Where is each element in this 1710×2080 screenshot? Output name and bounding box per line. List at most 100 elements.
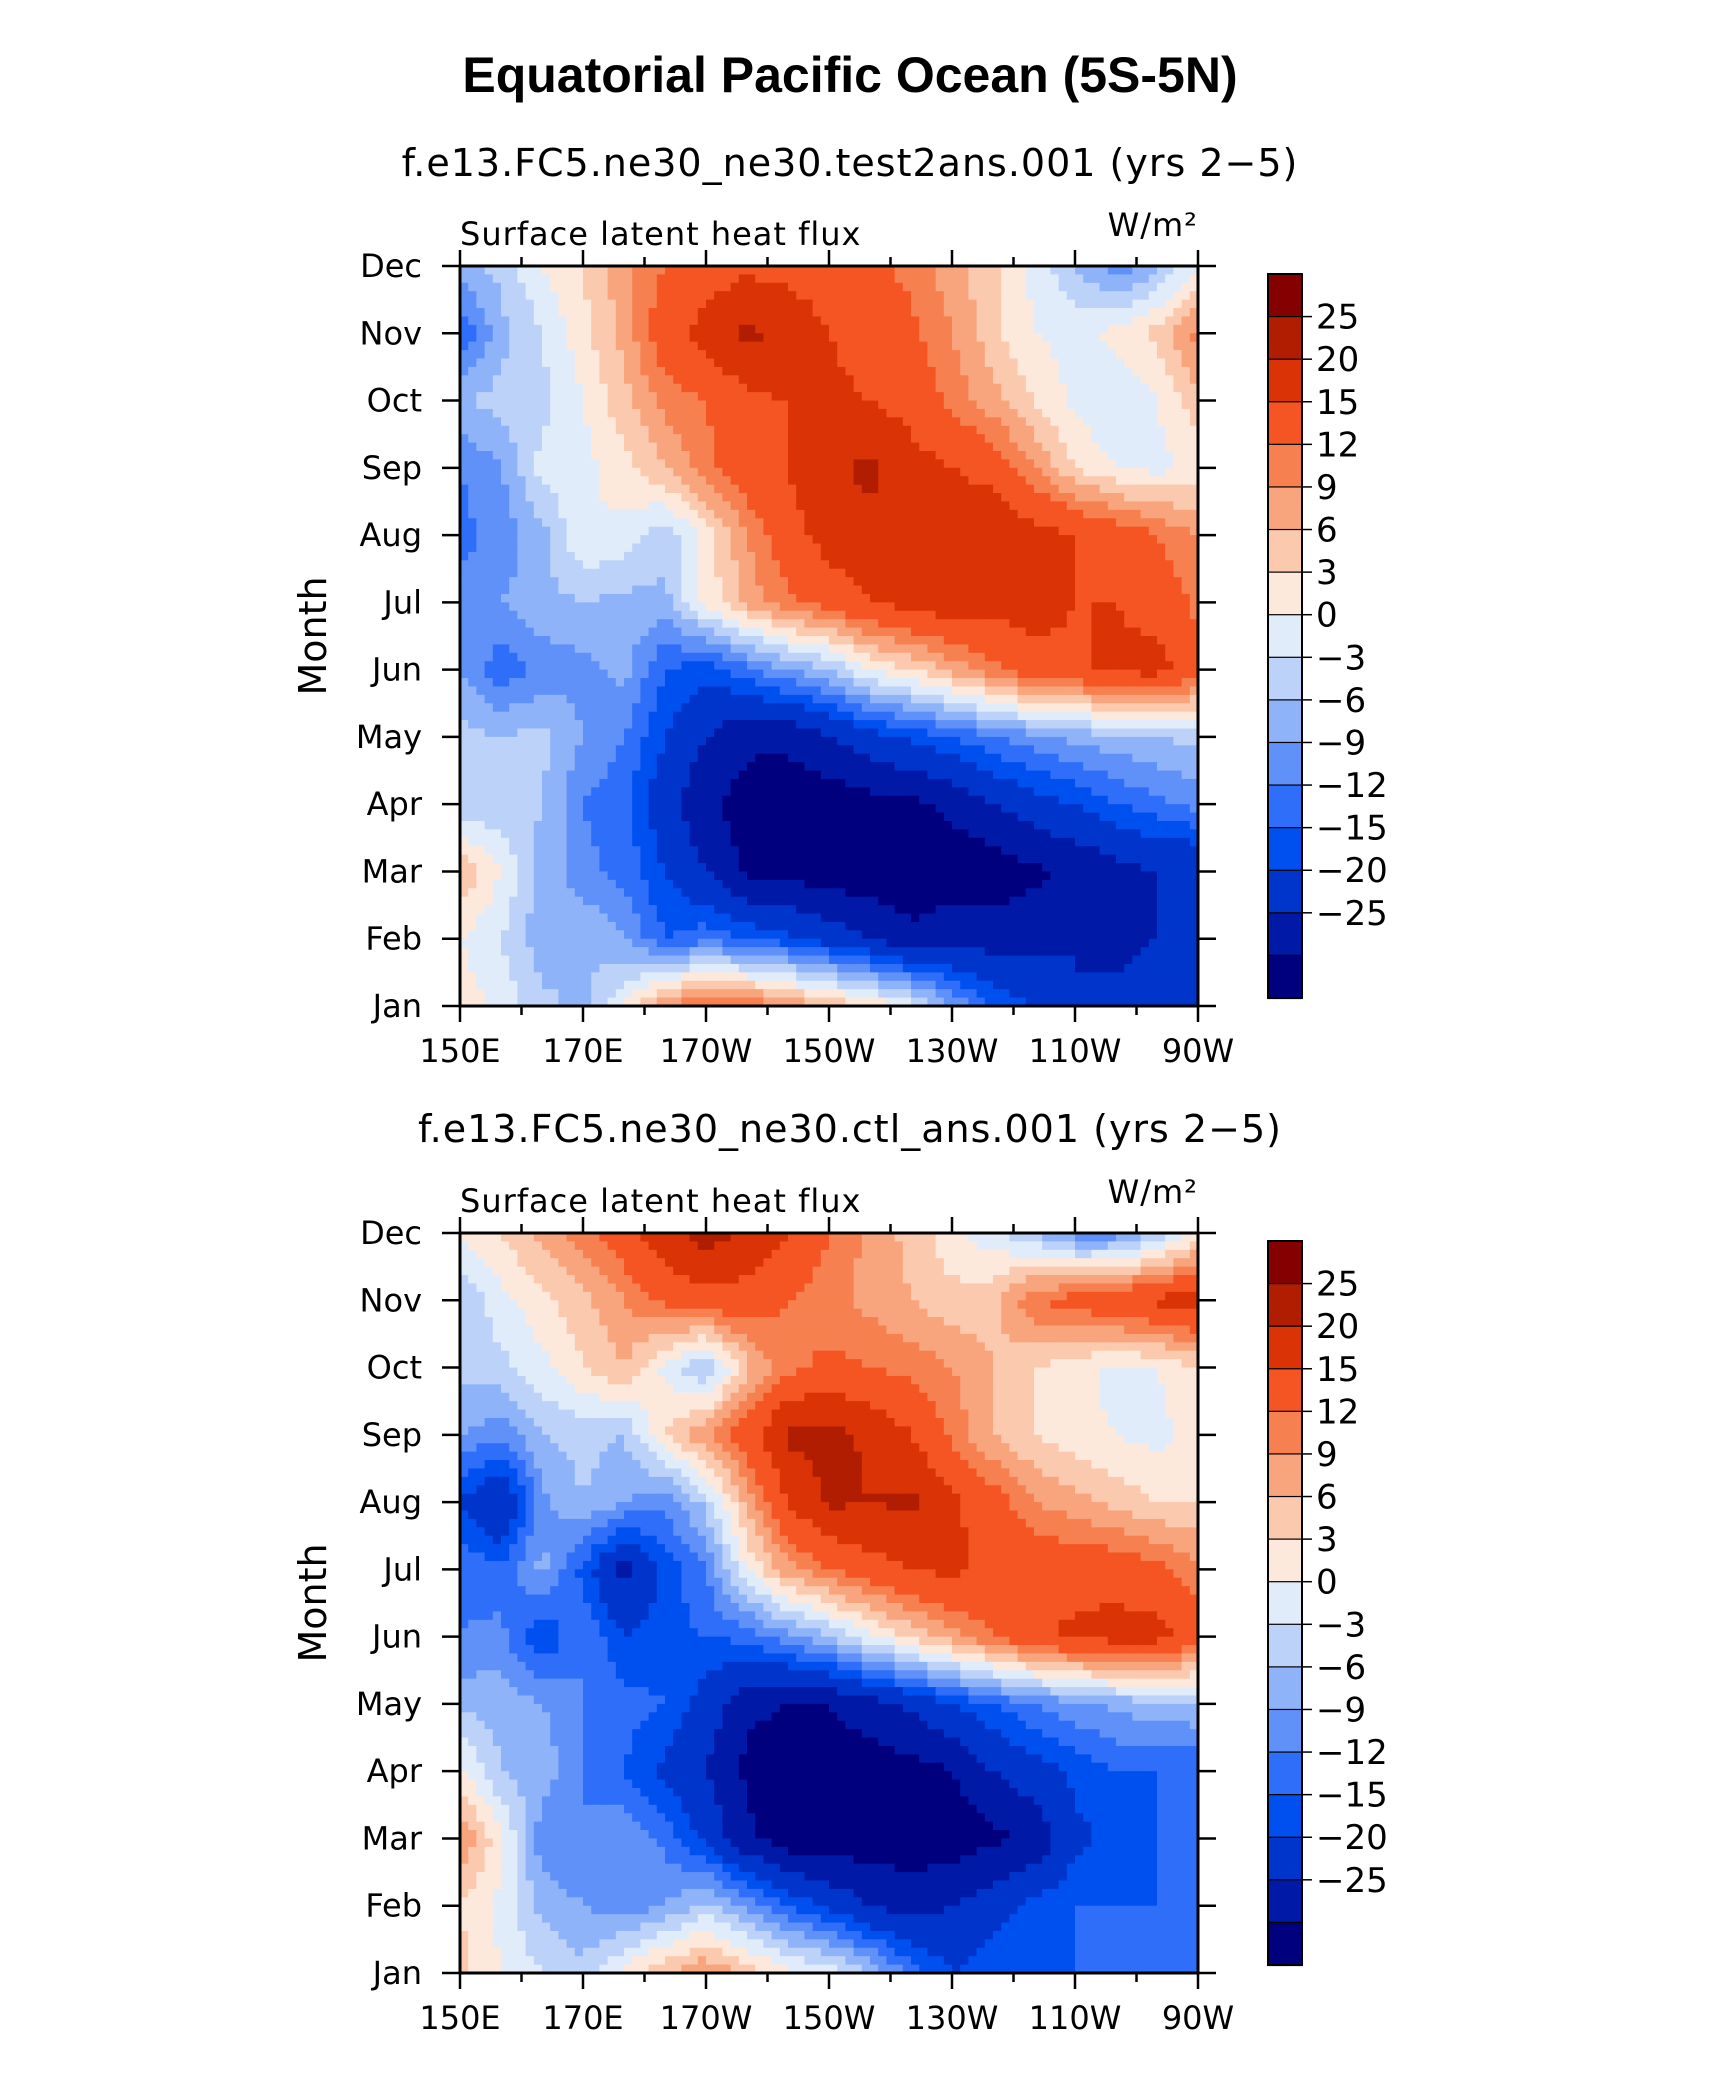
- heatmap-cell: [616, 594, 625, 603]
- heatmap-cell: [1173, 544, 1182, 553]
- heatmap-cell: [1108, 510, 1117, 519]
- heatmap-cell: [895, 434, 904, 443]
- heatmap-cell: [468, 392, 477, 401]
- heatmap-cell: [763, 468, 772, 477]
- heatmap-cell: [493, 426, 502, 435]
- heatmap-cell: [517, 518, 526, 527]
- heatmap-cell: [485, 535, 494, 544]
- heatmap-cell: [1141, 569, 1150, 578]
- heatmap-cell: [854, 493, 863, 502]
- heatmap-cell: [895, 544, 904, 553]
- heatmap-cell: [829, 577, 838, 586]
- heatmap-cell: [1009, 569, 1018, 578]
- heatmap-cell: [1132, 325, 1141, 334]
- heatmap-cell: [862, 544, 871, 553]
- heatmap-cell: [763, 518, 772, 527]
- heatmap-cell: [1018, 384, 1027, 393]
- heatmap-cell: [878, 291, 887, 300]
- heatmap-cell: [534, 375, 543, 384]
- heatmap-cell: [1108, 535, 1117, 544]
- heatmap-cell: [895, 602, 904, 611]
- heatmap-cell: [526, 325, 535, 334]
- heatmap-cell: [878, 577, 887, 586]
- heatmap-cell: [780, 300, 789, 309]
- heatmap-cell: [493, 375, 502, 384]
- heatmap-cell: [706, 434, 715, 443]
- heatmap-cell: [1001, 316, 1010, 325]
- heatmap-cell: [1100, 518, 1109, 527]
- heatmap-cell: [927, 476, 936, 485]
- heatmap-cell: [886, 518, 895, 527]
- heatmap-cell: [1157, 392, 1166, 401]
- heatmap-cell: [813, 577, 822, 586]
- heatmap-cell: [706, 283, 715, 292]
- heatmap-cell: [649, 300, 658, 309]
- heatmap-cell: [640, 375, 649, 384]
- heatmap-cell: [886, 535, 895, 544]
- heatmap-cell: [624, 316, 633, 325]
- heatmap-cell: [583, 434, 592, 443]
- heatmap-cell: [911, 535, 920, 544]
- heatmap-cell: [1034, 527, 1043, 536]
- heatmap-cell: [895, 586, 904, 595]
- heatmap-cell: [739, 577, 748, 586]
- heatmap-cell: [542, 476, 551, 485]
- heatmap-cell: [517, 527, 526, 536]
- heatmap-cell: [534, 417, 543, 426]
- heatmap-cell: [468, 375, 477, 384]
- heatmap-cell: [591, 518, 600, 527]
- heatmap-cell: [895, 451, 904, 460]
- heatmap-cell: [1018, 291, 1027, 300]
- heatmap-cell: [493, 493, 502, 502]
- heatmap-cell: [1124, 586, 1133, 595]
- heatmap-cell: [829, 535, 838, 544]
- heatmap-cell: [993, 535, 1002, 544]
- heatmap-cell: [567, 367, 576, 376]
- heatmap-cell: [616, 359, 625, 368]
- heatmap-cell: [1075, 308, 1084, 317]
- heatmap-cell: [944, 468, 953, 477]
- heatmap-cell: [731, 451, 740, 460]
- heatmap-cell: [1182, 535, 1191, 544]
- heatmap-cell: [862, 384, 871, 393]
- heatmap-cell: [649, 586, 658, 595]
- heatmap-cell: [1050, 569, 1059, 578]
- heatmap-cell: [780, 283, 789, 292]
- heatmap-cell: [1182, 586, 1191, 595]
- heatmap-cell: [681, 577, 690, 586]
- heatmap-cell: [608, 274, 617, 283]
- heatmap-cell: [845, 493, 854, 502]
- heatmap-cell: [763, 485, 772, 494]
- heatmap-cell: [1067, 308, 1076, 317]
- heatmap-cell: [722, 493, 731, 502]
- heatmap-cell: [657, 392, 666, 401]
- heatmap-cell: [632, 586, 641, 595]
- heatmap-cell: [813, 417, 822, 426]
- heatmap-cell: [731, 417, 740, 426]
- heatmap-cell: [919, 367, 928, 376]
- heatmap-cell: [649, 342, 658, 351]
- heatmap-cell: [1059, 409, 1068, 418]
- heatmap-cell: [1182, 274, 1191, 283]
- heatmap-cell: [845, 434, 854, 443]
- heatmap-cell: [936, 518, 945, 527]
- heatmap-cell: [985, 493, 994, 502]
- heatmap-cell: [960, 375, 969, 384]
- heatmap-cell: [845, 350, 854, 359]
- heatmap-cell: [772, 485, 781, 494]
- heatmap-cell: [796, 367, 805, 376]
- heatmap-cell: [747, 518, 756, 527]
- heatmap-cell: [1001, 451, 1010, 460]
- heatmap-cell: [968, 350, 977, 359]
- heatmap-cell: [763, 367, 772, 376]
- heatmap-cell: [534, 459, 543, 468]
- heatmap-cell: [1018, 300, 1027, 309]
- heatmap-cell: [911, 552, 920, 561]
- heatmap-cell: [739, 535, 748, 544]
- heatmap-cell: [1149, 409, 1158, 418]
- heatmap-cell: [837, 367, 846, 376]
- heatmap-cell: [517, 443, 526, 452]
- heatmap-cell: [927, 417, 936, 426]
- heatmap-cell: [1173, 476, 1182, 485]
- heatmap-cell: [599, 384, 608, 393]
